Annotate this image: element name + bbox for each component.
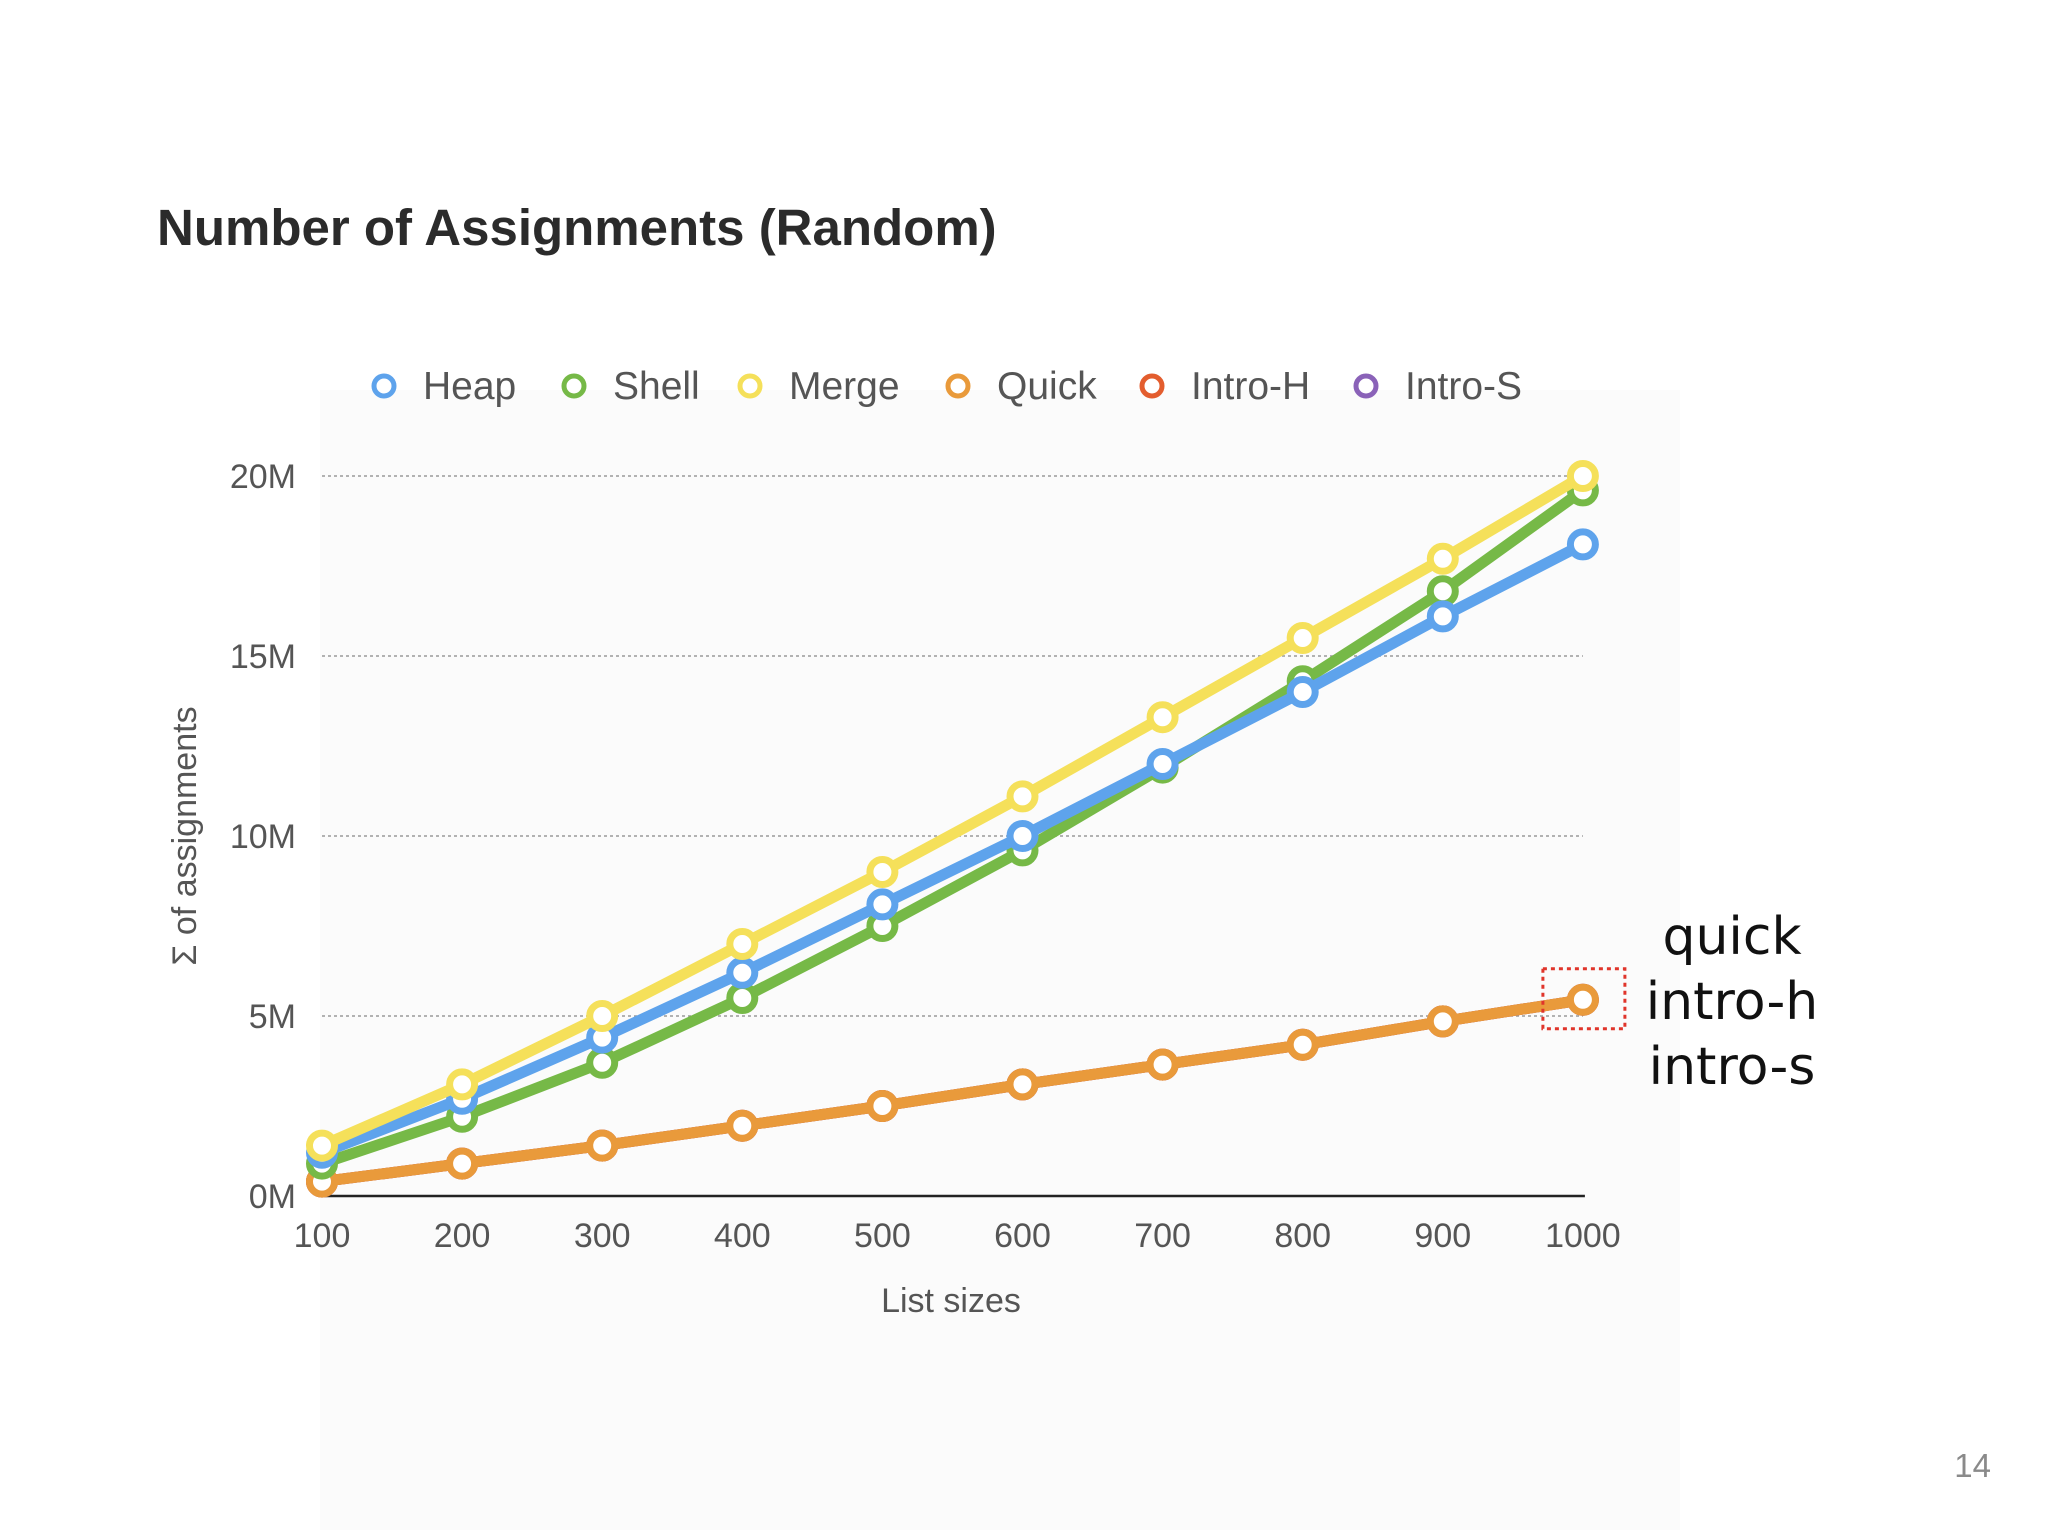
legend-label-heap: Heap	[423, 365, 516, 408]
data-point-shell	[1426, 575, 1459, 608]
y-axis-title: Σ of assignments	[166, 706, 204, 965]
data-point-quick	[1006, 1068, 1039, 1101]
annotation-intro-h: intro-h	[1646, 972, 1819, 1032]
legend-marker-intro-s	[1353, 373, 1379, 399]
data-point-merge	[1146, 701, 1179, 734]
x-tick-label: 900	[1414, 1217, 1471, 1255]
data-point-merge	[306, 1129, 338, 1162]
legend-marker-shell	[561, 373, 587, 399]
y-tick-label: 20M	[230, 458, 296, 496]
x-tick-label: 1000	[1545, 1217, 1621, 1255]
x-tick-label: 400	[714, 1217, 771, 1255]
series-line-shell	[316, 484, 1589, 1170]
legend-marker-merge	[737, 373, 763, 399]
x-axis-ticks: 100 200 300 400 500 600 700 800 900 1000	[294, 1217, 1621, 1255]
annotation-quick: quick	[1662, 907, 1801, 967]
data-point-quick	[1566, 983, 1599, 1016]
data-point-heap	[866, 888, 899, 921]
data-point-quick	[586, 1129, 619, 1162]
legend-marker-intro-h	[1139, 373, 1165, 399]
data-point-merge	[1566, 460, 1599, 492]
x-tick-label: 800	[1274, 1217, 1331, 1255]
legend-label-intro-s: Intro-S	[1405, 365, 1522, 408]
annotation-intro-s: intro-s	[1649, 1037, 1816, 1097]
data-point-merge	[1006, 780, 1039, 813]
x-tick-label: 700	[1134, 1217, 1191, 1255]
highlight-box	[1541, 967, 1627, 1031]
legend-marker-quick	[945, 373, 971, 399]
y-tick-label: 15M	[230, 638, 296, 676]
series-merge	[306, 460, 1599, 1162]
legend-marker-heap	[371, 373, 397, 399]
x-tick-label: 500	[854, 1217, 911, 1255]
y-tick-label: 10M	[230, 818, 296, 856]
data-point-heap	[1006, 820, 1039, 852]
data-point-quick	[1286, 1028, 1319, 1061]
data-point-quick	[446, 1147, 479, 1180]
data-point-merge	[1426, 542, 1459, 575]
x-tick-label: 200	[434, 1217, 491, 1255]
y-tick-label: 5M	[249, 998, 296, 1036]
series-line-quick	[316, 994, 1589, 1188]
data-point-heap	[1146, 748, 1179, 780]
legend-label-shell: Shell	[613, 365, 700, 408]
x-axis-title: List sizes	[881, 1282, 1021, 1320]
x-tick-label: 600	[994, 1217, 1051, 1255]
data-point-quick	[1146, 1048, 1179, 1081]
legend-label-intro-h: Intro-H	[1191, 365, 1310, 408]
data-point-merge	[866, 856, 899, 888]
data-point-merge	[446, 1068, 479, 1101]
data-point-quick	[726, 1109, 759, 1142]
x-tick-label: 300	[574, 1217, 631, 1255]
data-point-heap	[1426, 600, 1459, 633]
data-point-heap	[1286, 676, 1319, 708]
legend: Heap Shell Merge Quick Intro-H Intro-S	[371, 365, 1522, 408]
data-point-heap	[726, 956, 759, 989]
data-point-shell	[726, 982, 759, 1014]
series-heap	[306, 528, 1599, 1169]
data-point-merge	[1286, 622, 1319, 654]
data-point-merge	[726, 928, 759, 960]
data-point-merge	[586, 1000, 619, 1032]
series-line-merge	[316, 470, 1589, 1152]
data-point-shell	[586, 1046, 619, 1079]
y-tick-label: 0M	[249, 1178, 296, 1216]
y-axis-ticks: 0M 5M 10M 15M 20M	[230, 458, 296, 1216]
slide-title: Number of Assignments (Random)	[157, 199, 997, 256]
series-group	[306, 460, 1599, 1198]
data-point-quick	[866, 1090, 899, 1122]
data-point-quick	[1426, 1005, 1459, 1038]
x-tick-label: 100	[294, 1217, 351, 1255]
series-line-heap	[316, 538, 1589, 1159]
data-point-heap	[1566, 528, 1599, 561]
page-number: 14	[1954, 1447, 1991, 1484]
legend-label-quick: Quick	[997, 365, 1097, 408]
legend-label-merge: Merge	[789, 365, 900, 408]
